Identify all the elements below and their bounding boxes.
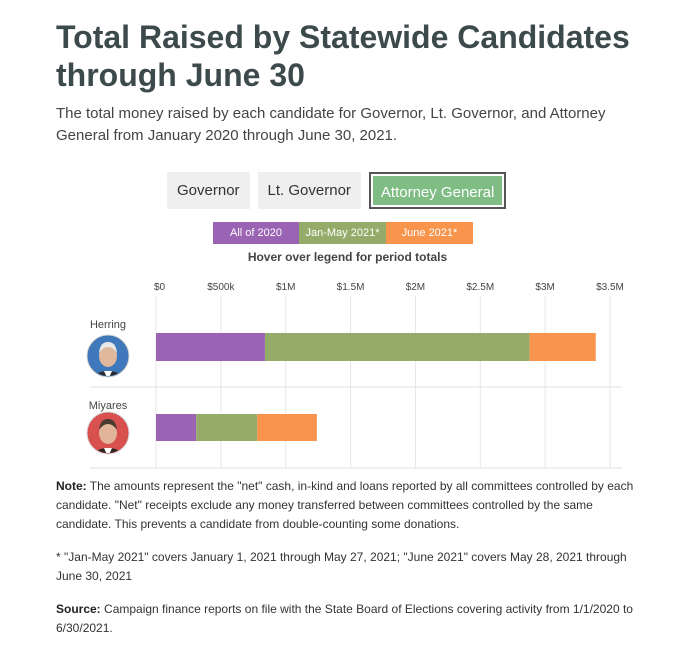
source-text: Campaign finance reports on file with th… (56, 602, 633, 635)
legend-hint: Hover over legend for period totals (247, 250, 448, 264)
x-tick-label: $500k (207, 282, 235, 293)
x-tick-label: $2.5M (466, 282, 494, 293)
avatar-miyares (86, 411, 130, 455)
avatar-herring (86, 334, 130, 378)
legend-item-june-2021[interactable]: June 2021* (386, 222, 473, 244)
bar-segment[interactable] (156, 333, 265, 361)
x-tick-label: $1.5M (337, 282, 365, 293)
grid-lines (90, 296, 622, 469)
x-tick-label: $3M (535, 282, 554, 293)
x-tick-label: $0 (154, 282, 166, 293)
chart-title: Total Raised by Statewide Candidates thr… (56, 19, 630, 93)
note-paragraph: Note: The amounts represent the "net" ca… (56, 477, 641, 534)
x-tick-label: $2M (406, 282, 425, 293)
bar-chart: $0 $500k $1M $1.5M $2M $2.5M $3M $3.5M Herring M… (86, 282, 624, 469)
source-label: Source: (56, 602, 101, 616)
bar-segment[interactable] (529, 333, 596, 361)
tab-lt-governor[interactable]: Lt. Governor (257, 172, 361, 209)
footnote: * "Jan-May 2021" covers January 1, 2021 … (56, 550, 627, 583)
category-label: Herring (90, 319, 126, 331)
bar-segment[interactable] (196, 414, 258, 441)
x-tick-labels: $0 $500k $1M $1.5M $2M $2.5M $3M $3.5M (154, 282, 624, 293)
legend-item-2020[interactable]: All of 2020 (213, 222, 299, 244)
note-text: The amounts represent the "net" cash, in… (56, 479, 634, 531)
tab-governor[interactable]: Governor (167, 172, 250, 209)
category-labels: Herring Miyares (89, 319, 128, 412)
category-label: Miyares (89, 400, 128, 412)
note-label: Note: (56, 479, 87, 493)
bar-segment[interactable] (264, 333, 530, 361)
tab-attorney-general[interactable]: Attorney General (368, 172, 507, 209)
notes-section: Note: The amounts represent the "net" ca… (56, 477, 641, 652)
chart-legend: All of 2020 Jan-May 2021* June 2021* (213, 222, 473, 244)
x-tick-label: $3.5M (596, 282, 624, 293)
bar-segment[interactable] (257, 414, 317, 441)
bar-segment[interactable] (156, 414, 197, 441)
office-tabs: Governor Lt. Governor Attorney General (167, 172, 507, 209)
bars (156, 333, 596, 441)
legend-item-jan-may-2021[interactable]: Jan-May 2021* (299, 222, 386, 244)
chart-subtitle: The total money raised by each candidate… (56, 105, 606, 144)
source-paragraph: Source: Campaign finance reports on file… (56, 600, 641, 638)
x-tick-label: $1M (276, 282, 295, 293)
